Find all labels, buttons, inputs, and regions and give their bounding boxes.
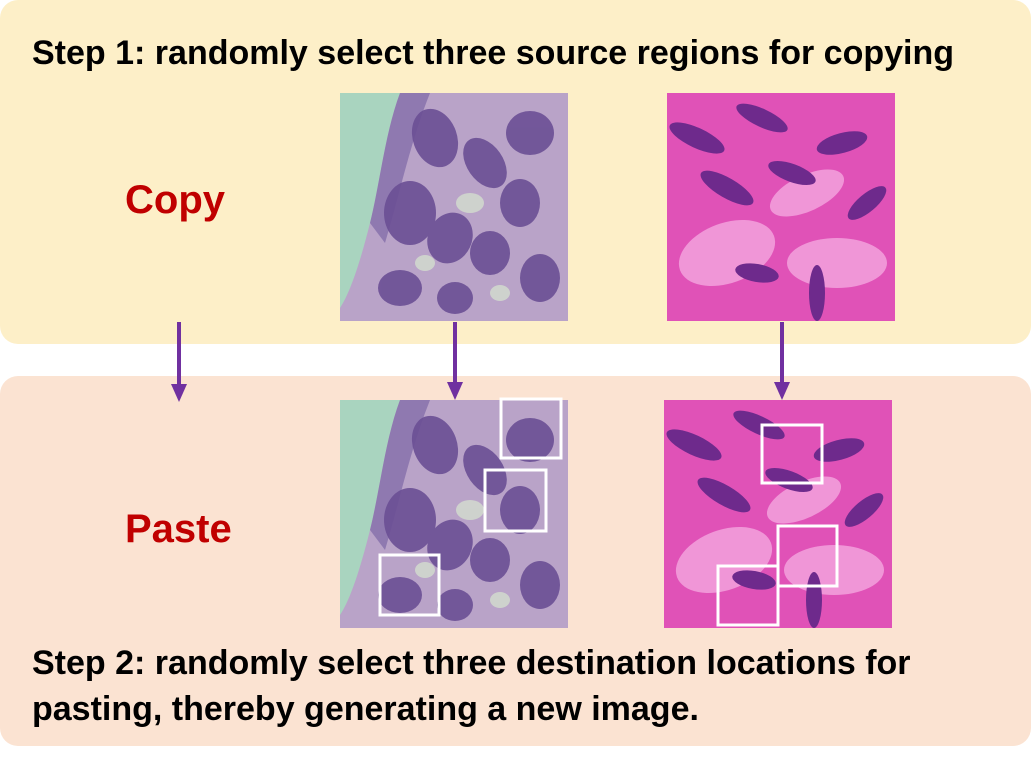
paste-label: Paste [125,507,232,551]
augmented-tissue-image-he [340,400,568,628]
step2-caption: Step 2: randomly select three destinatio… [32,644,911,728]
copy-label: Copy [125,178,225,222]
augmented-tissue-image-pink [664,400,892,628]
source-tissue-image-pink [667,93,895,321]
source-tissue-image-he [340,93,568,321]
step1-caption: Step 1: randomly select three source reg… [32,34,955,72]
